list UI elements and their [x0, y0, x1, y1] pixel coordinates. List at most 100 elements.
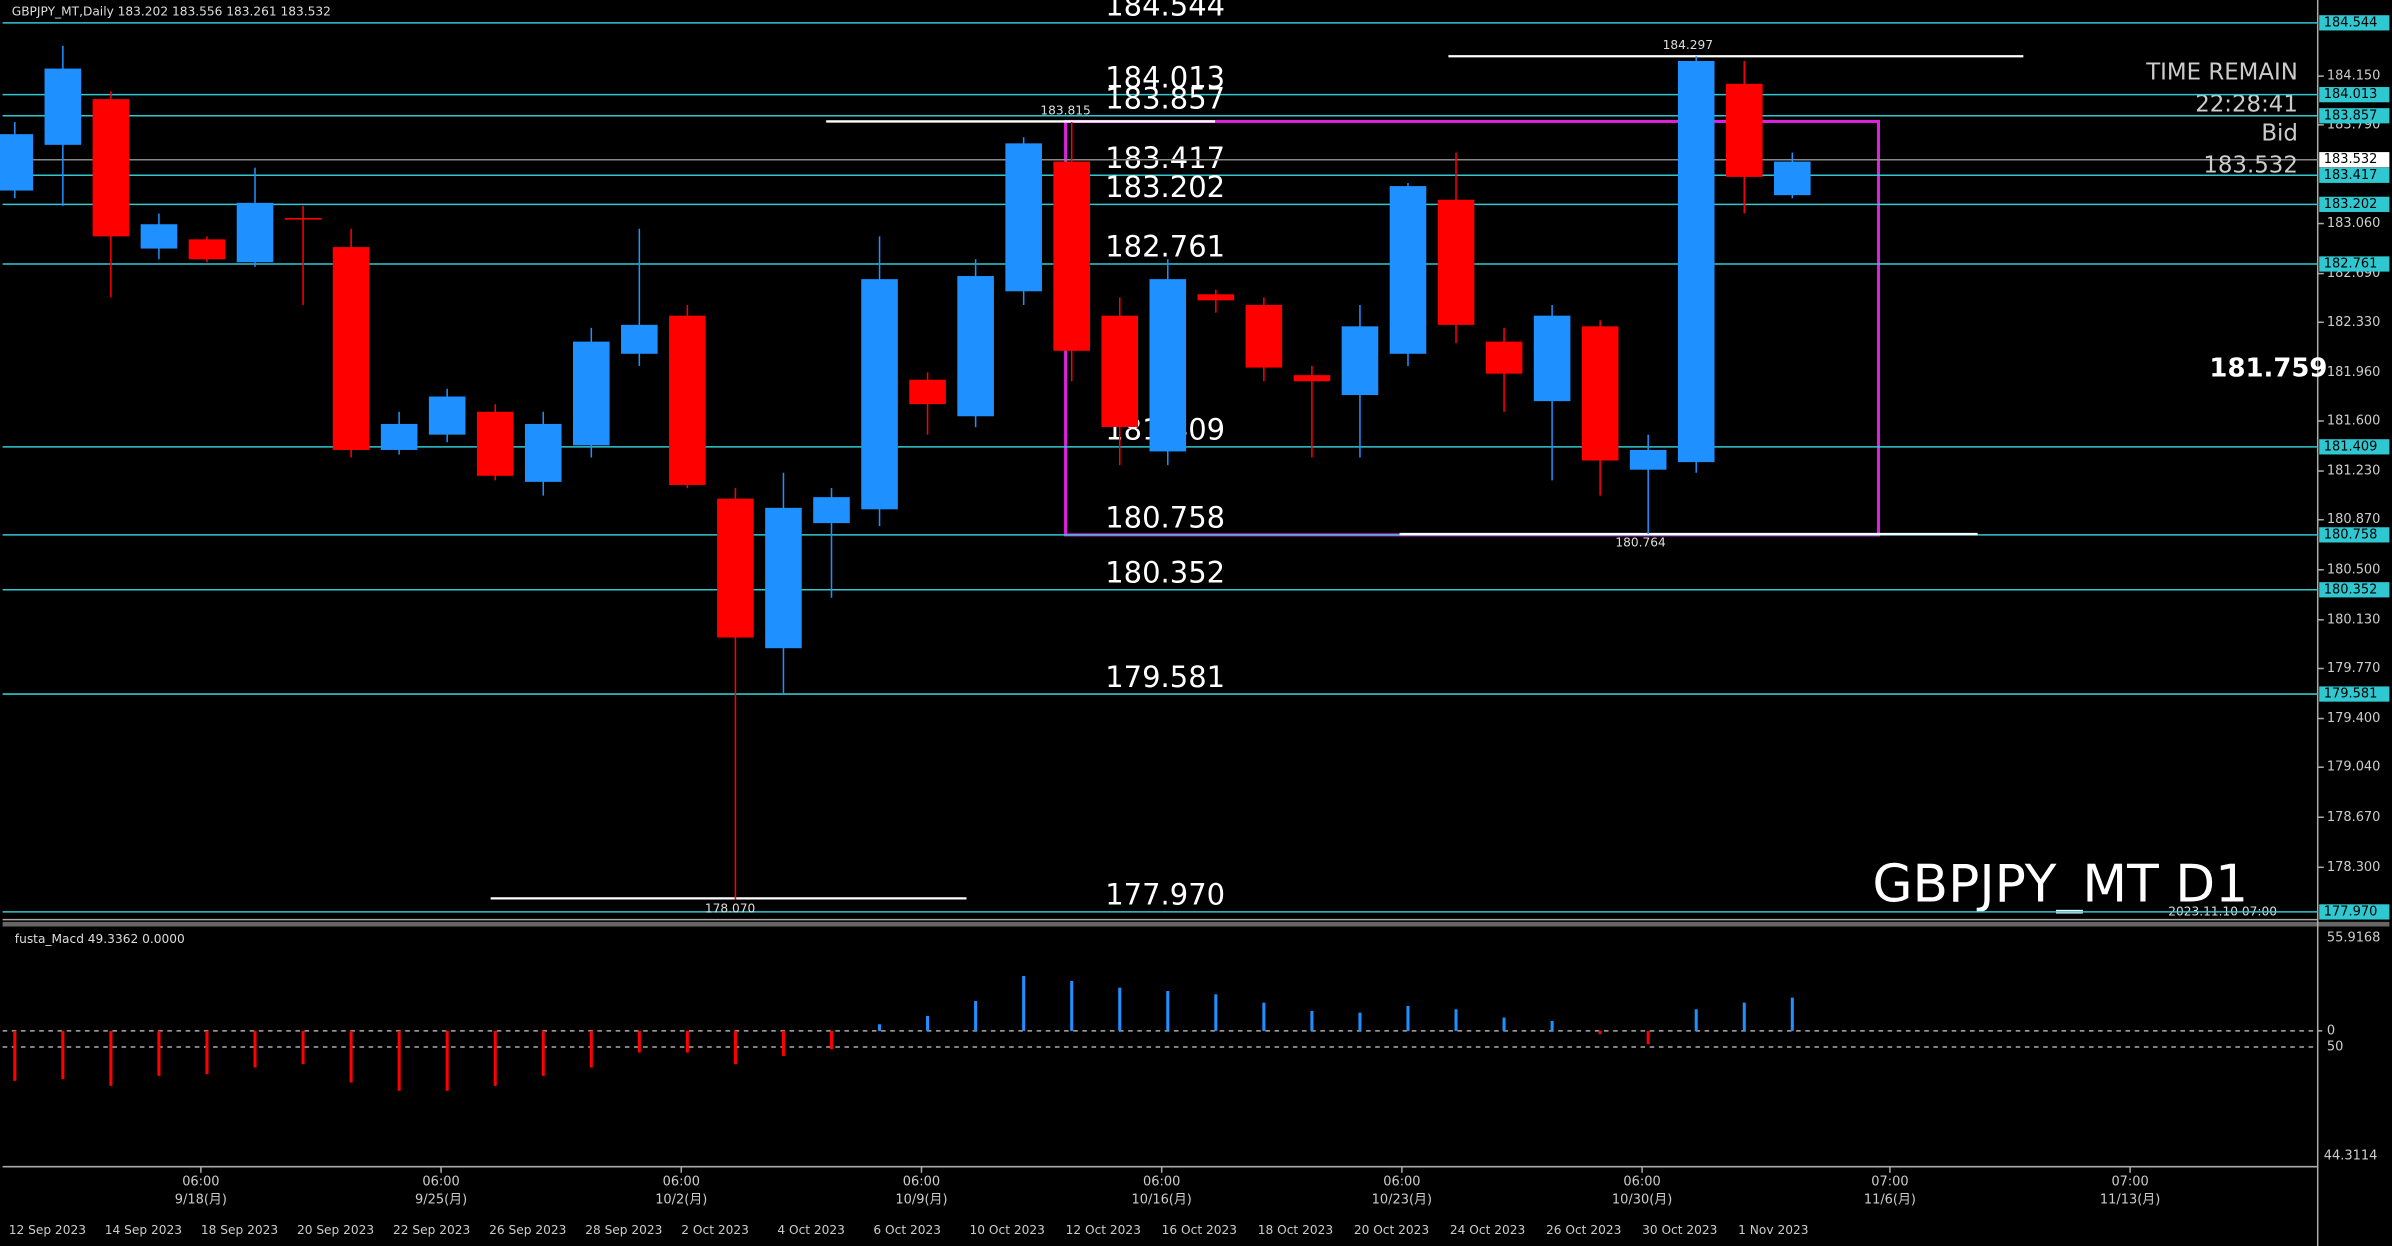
- level-box-label: 177.970: [2324, 904, 2378, 919]
- level-box: [2319, 527, 2390, 543]
- swing-label: 178.070: [705, 902, 755, 916]
- swing-label: 183.815: [1040, 103, 1090, 117]
- y-tick-label: 179.400: [2327, 711, 2381, 726]
- candle-body: [140, 224, 178, 249]
- candle-body: [44, 68, 82, 145]
- y-tick-label: 180.870: [2327, 512, 2381, 527]
- level-box-label: 184.544: [2324, 15, 2378, 30]
- y-tick-label: 182.330: [2327, 315, 2381, 330]
- level-box-label: 183.857: [2324, 108, 2378, 123]
- date-label: 28 Sep 2023: [585, 1223, 662, 1237]
- date-label: 12 Sep 2023: [9, 1223, 86, 1237]
- level-box: [2319, 904, 2390, 920]
- candle-body: [717, 498, 754, 638]
- candle-body: [1533, 315, 1571, 402]
- y-tick-label: 183.060: [2327, 216, 2381, 231]
- candle-body: [1005, 143, 1042, 292]
- candle-body: [1341, 326, 1379, 396]
- x-tick-time: 06:00: [903, 1174, 940, 1189]
- x-tick-date: 10/23(月): [1372, 1193, 1432, 1208]
- candle-body: [236, 202, 274, 263]
- candle-body: [669, 315, 706, 485]
- y-tick-label: 181.600: [2327, 414, 2381, 429]
- level-label: 182.761: [1105, 230, 1225, 264]
- x-tick-time: 06:00: [663, 1174, 700, 1189]
- level-box-label: 181.409: [2324, 439, 2378, 454]
- date-label: 10 Oct 2023: [970, 1223, 1045, 1237]
- level-box: [2319, 87, 2390, 103]
- date-label: 14 Sep 2023: [105, 1223, 182, 1237]
- candle-body: [1245, 304, 1283, 368]
- y-tick-label: 178.300: [2327, 860, 2381, 875]
- date-label: 6 Oct 2023: [873, 1223, 941, 1237]
- candle-body: [765, 507, 802, 649]
- macd-bottom-label: 44.3114: [2324, 1149, 2378, 1164]
- candle-body: [1581, 326, 1619, 461]
- candle-body: [909, 379, 946, 405]
- time-remain-label: TIME REMAIN: [2145, 60, 2298, 86]
- date-label: 4 Oct 2023: [777, 1223, 845, 1237]
- level-box: [2319, 686, 2390, 702]
- swing-label: 180.764: [1615, 536, 1666, 550]
- level-label: 184.544: [1105, 0, 1225, 23]
- x-tick-date: 10/2(月): [655, 1193, 707, 1208]
- level-box-label: 179.581: [2324, 687, 2378, 702]
- y-tick-label: 181.960: [2327, 365, 2381, 380]
- level-box: [2319, 167, 2390, 183]
- candle-body: [621, 324, 658, 354]
- candle-body: [1629, 449, 1667, 470]
- level-box-label: 180.758: [2324, 527, 2378, 542]
- bid-box: [2319, 152, 2390, 168]
- time-remain: 22:28:41: [2195, 92, 2298, 118]
- level-box-label: 180.352: [2324, 582, 2378, 597]
- macd-tick-label: 0: [2327, 1023, 2335, 1038]
- x-tick-time: 06:00: [1383, 1174, 1420, 1189]
- date-label: 16 Oct 2023: [1162, 1223, 1237, 1237]
- candle-body: [1149, 279, 1187, 452]
- candle-body: [1053, 161, 1091, 351]
- swing-label: 184.297: [1663, 38, 1713, 52]
- candle-body: [332, 247, 370, 450]
- y-tick-label: 180.500: [2327, 562, 2381, 577]
- y-tick-label: 179.040: [2327, 760, 2381, 775]
- candle-body: [428, 396, 466, 435]
- date-label: 24 Oct 2023: [1450, 1223, 1525, 1237]
- candle-body: [573, 341, 610, 446]
- date-label: 20 Sep 2023: [297, 1223, 374, 1237]
- x-tick-time: 07:00: [1871, 1174, 1908, 1189]
- date-label: 12 Oct 2023: [1066, 1223, 1141, 1237]
- level-box: [2319, 582, 2390, 598]
- candle-body: [524, 423, 562, 482]
- x-tick-time: 06:00: [182, 1174, 219, 1189]
- y-tick-label: 184.150: [2327, 69, 2381, 84]
- y-tick-label: 181.230: [2327, 464, 2381, 479]
- date-label: 1 Nov 2023: [1738, 1223, 1808, 1237]
- bid-value: 183.532: [2203, 153, 2298, 179]
- chart-header: GBPJPY_MT,Daily 183.202 183.556 183.261 …: [12, 5, 331, 19]
- y-tick-label: 178.670: [2327, 810, 2381, 825]
- y-tick-label: 179.770: [2327, 661, 2381, 676]
- candle-body: [1197, 294, 1235, 301]
- level-label: 180.758: [1105, 501, 1225, 535]
- candle-body: [188, 239, 226, 260]
- candle-body: [0, 134, 34, 191]
- x-tick-date: 10/9(月): [895, 1193, 947, 1208]
- date-label: 22 Sep 2023: [393, 1223, 470, 1237]
- x-tick-date: 11/6(月): [1864, 1193, 1916, 1208]
- x-tick-time: 06:00: [422, 1174, 459, 1189]
- candle-body: [1774, 161, 1811, 196]
- date-label: 30 Oct 2023: [1642, 1223, 1717, 1237]
- x-tick-date: 10/30(月): [1612, 1193, 1672, 1208]
- candle-body: [1437, 199, 1475, 325]
- level-label: 180.352: [1105, 556, 1225, 590]
- candle-body: [380, 423, 418, 450]
- date-label: 26 Oct 2023: [1546, 1223, 1621, 1237]
- level-box: [2319, 108, 2390, 124]
- date-label: 20 Oct 2023: [1354, 1223, 1429, 1237]
- level-label: 179.581: [1105, 660, 1225, 694]
- candle-body: [1677, 60, 1715, 463]
- x-tick-time: 07:00: [2111, 1174, 2148, 1189]
- macd-title: fusta_Macd 49.3362 0.0000: [15, 932, 185, 946]
- level-label: 177.970: [1105, 878, 1225, 912]
